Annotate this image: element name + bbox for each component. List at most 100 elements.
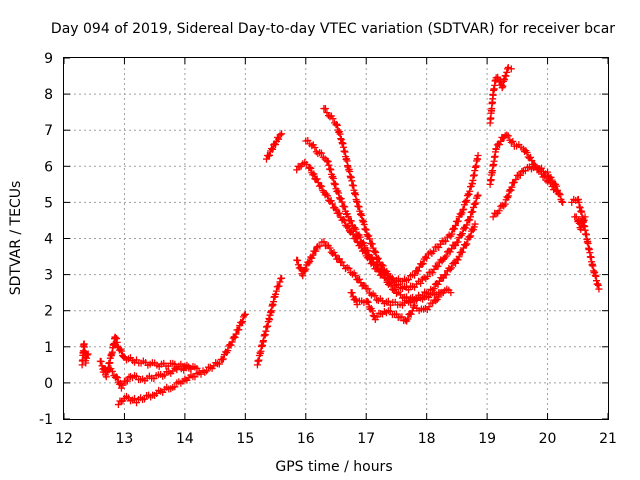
data-point <box>241 310 249 318</box>
series-pass-1 <box>78 340 92 369</box>
data-point <box>595 285 603 293</box>
data-point <box>434 280 442 288</box>
data-point <box>446 248 454 256</box>
data-point <box>403 293 411 301</box>
data-point <box>302 265 310 273</box>
data-point <box>232 330 240 338</box>
data-point <box>307 164 315 172</box>
data-point <box>299 272 307 280</box>
grid-lines <box>64 58 608 419</box>
data-point <box>556 191 564 199</box>
data-point <box>434 262 442 270</box>
y-tick-label: 3 <box>44 268 53 284</box>
y-tick-label: 6 <box>44 159 53 175</box>
data-point <box>83 354 91 362</box>
data-point <box>268 145 276 153</box>
data-point <box>417 279 425 287</box>
data-point <box>228 338 236 346</box>
data-point <box>366 235 374 243</box>
data-point <box>505 187 513 195</box>
data-point <box>473 192 481 200</box>
data-point <box>306 163 314 171</box>
data-point <box>317 149 325 157</box>
data-point <box>351 224 359 232</box>
data-point <box>418 260 426 268</box>
data-point <box>224 347 232 355</box>
data-point <box>203 367 211 375</box>
x-tick-label: 18 <box>418 431 436 447</box>
data-point <box>577 225 585 233</box>
data-point <box>309 251 317 259</box>
y-tick-label: -1 <box>39 412 53 428</box>
x-tick-label: 17 <box>357 431 375 447</box>
data-point <box>466 187 474 195</box>
data-point <box>432 297 440 305</box>
data-point <box>455 253 463 261</box>
data-point <box>372 248 380 256</box>
data-point <box>187 364 195 372</box>
data-point <box>361 242 369 250</box>
series-pass-3 <box>99 363 195 392</box>
data-point <box>131 395 139 403</box>
data-point <box>447 289 455 297</box>
data-point <box>345 264 353 272</box>
data-point <box>329 115 337 123</box>
data-point <box>112 373 120 381</box>
data-point <box>572 213 580 221</box>
data-point <box>392 310 400 318</box>
data-point <box>215 360 223 368</box>
data-point <box>275 282 283 290</box>
data-point <box>338 258 346 266</box>
x-tick-label: 19 <box>478 431 496 447</box>
data-point <box>310 170 318 178</box>
data-point <box>538 164 546 172</box>
data-point <box>117 347 125 355</box>
data-point <box>303 160 311 168</box>
data-point <box>293 166 301 174</box>
data-point <box>426 248 434 256</box>
data-point <box>312 247 320 255</box>
y-tick-label: 2 <box>44 304 53 320</box>
data-point <box>544 178 552 186</box>
data-point <box>108 367 116 375</box>
data-point <box>469 208 477 216</box>
data-point <box>457 211 465 219</box>
series-pass-12 <box>486 63 515 127</box>
data-point <box>405 276 413 284</box>
data-point <box>463 240 471 248</box>
data-point <box>411 271 419 279</box>
data-point <box>466 233 474 241</box>
data-point <box>474 191 482 199</box>
data-point <box>272 287 280 295</box>
data-point <box>364 246 372 254</box>
data-point <box>333 120 341 128</box>
data-point <box>353 301 361 309</box>
data-point <box>423 254 431 262</box>
data-point <box>240 311 248 319</box>
series-pass-10 <box>320 105 482 285</box>
data-point <box>474 151 482 159</box>
y-tick-label: 9 <box>44 51 53 67</box>
data-point <box>356 275 364 283</box>
data-point <box>278 274 286 282</box>
data-point <box>494 73 502 81</box>
data-point <box>113 374 121 382</box>
data-point <box>368 307 376 315</box>
data-point <box>379 262 387 270</box>
data-point <box>83 351 91 359</box>
data-point <box>466 213 474 221</box>
data-point <box>405 286 413 294</box>
data-point <box>141 395 149 403</box>
data-point <box>451 221 459 229</box>
data-point <box>337 195 345 203</box>
data-point <box>352 225 360 233</box>
data-point <box>408 307 416 315</box>
data-point <box>458 230 466 238</box>
data-point <box>294 256 302 264</box>
data-point <box>114 401 122 409</box>
data-point <box>384 297 392 305</box>
data-point <box>471 200 479 208</box>
data-point <box>351 271 359 279</box>
data-point <box>553 182 561 190</box>
